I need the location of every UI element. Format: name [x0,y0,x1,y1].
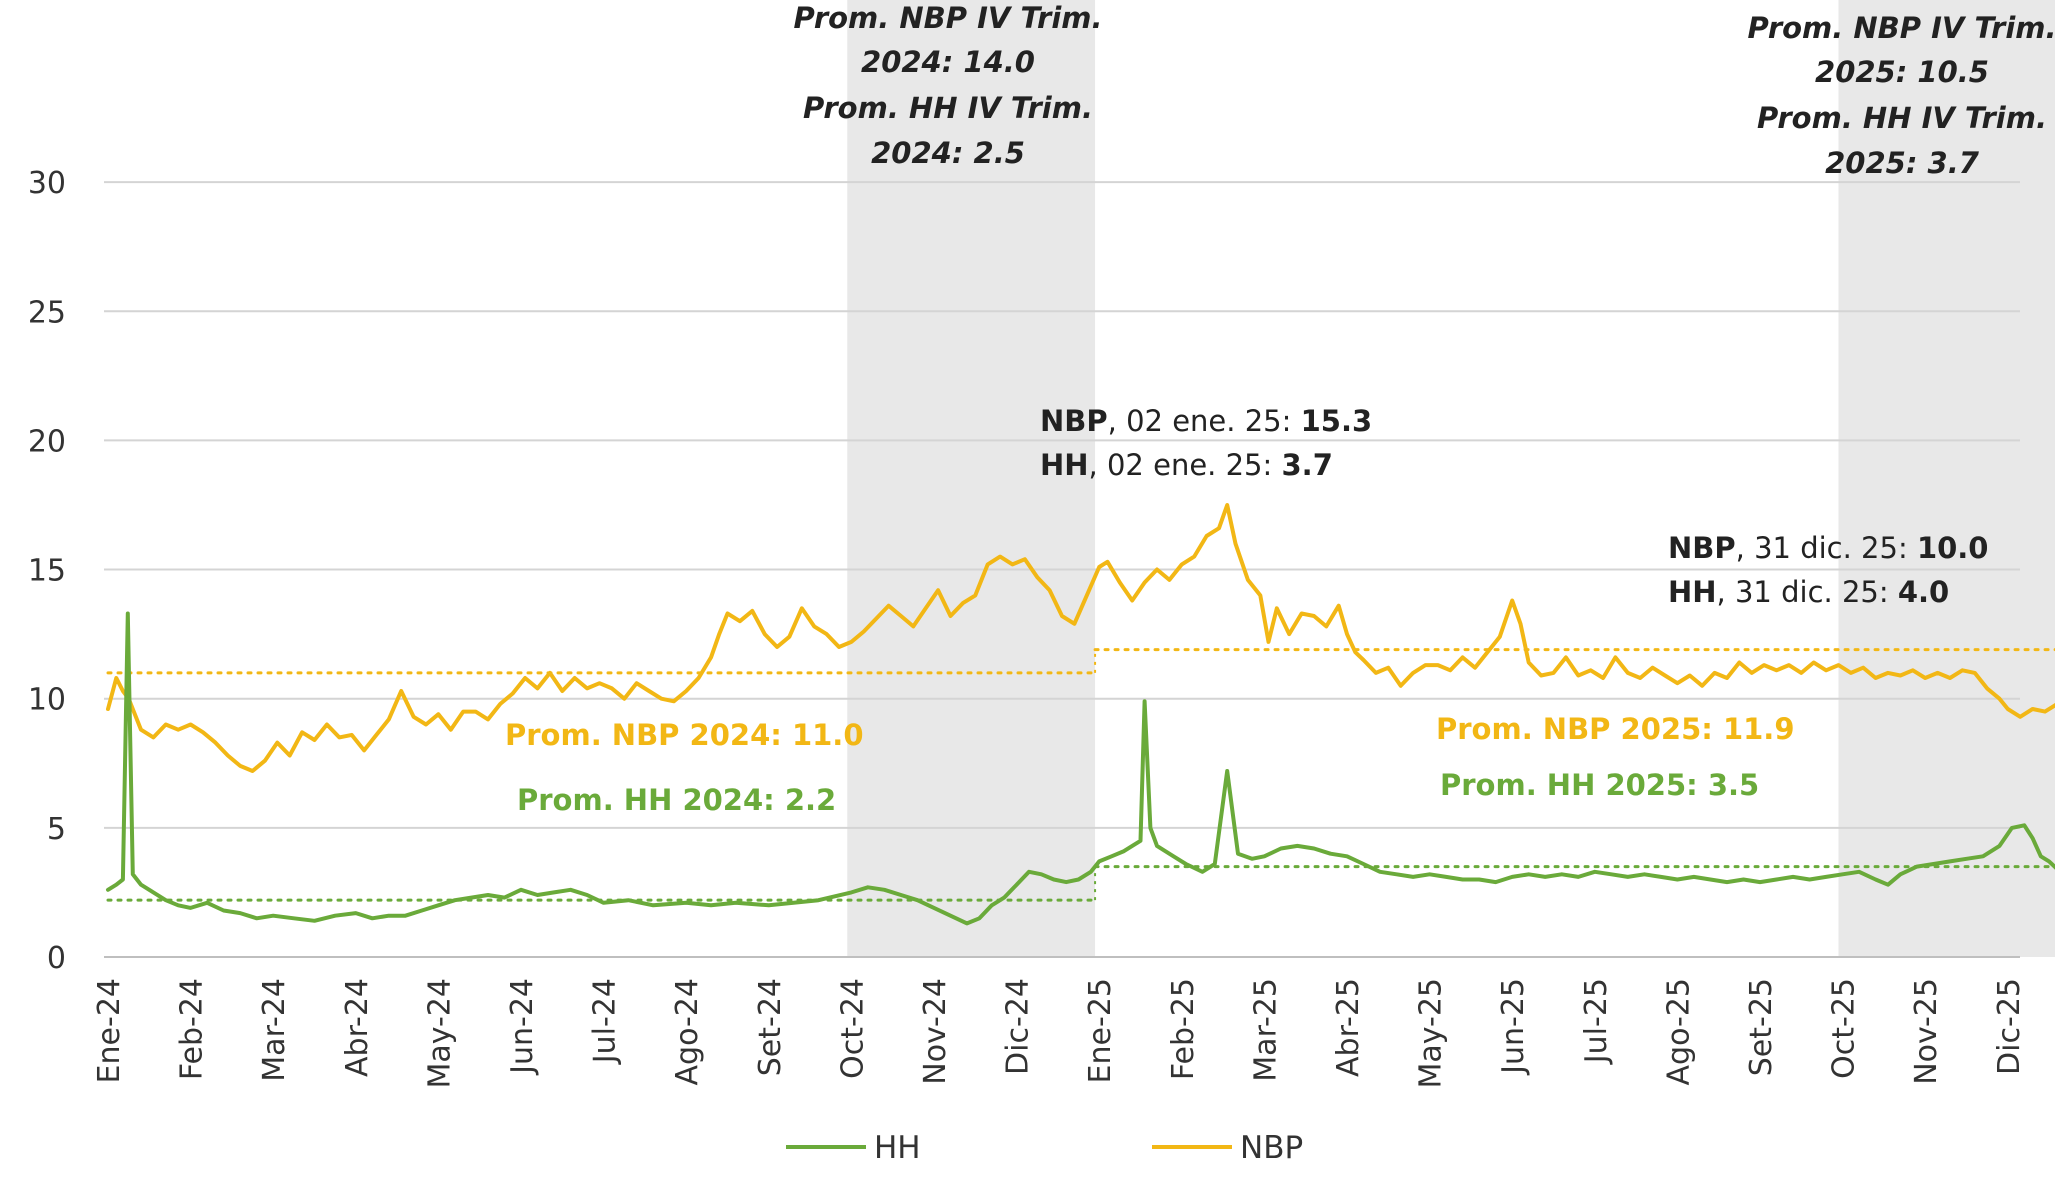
legend-nbp-label: NBP [1240,1130,1303,1166]
q4-2025-annotation: Prom. NBP IV Trim. 2025: 10.5 Prom. HH I… [1747,11,2055,180]
x-tick-label-Mar-24: Mar-24 [257,978,292,1082]
y-tick-label-20: 20 [28,424,66,459]
x-axis-ticks: Ene-24 Feb-24 Mar-24 Abr-24 May-24 Jun-24 Jul-… [92,978,2027,1089]
x-tick-label-Ago-24: Ago-24 [670,978,705,1085]
x-tick-label-Jul-24: Jul-24 [588,978,623,1065]
x-tick-label-Ene-24: Ene-24 [92,978,127,1083]
jan-nbp-label: NBP, 02 ene. 25: 15.3 [1040,404,1372,438]
dec-hh-label: HH, 31 dic. 25: 4.0 [1668,575,1949,609]
x-tick-label-Abr-25: Abr-25 [1331,978,1366,1077]
y-tick-label-25: 25 [28,295,66,330]
x-tick-label-Ago-25: Ago-25 [1661,978,1696,1085]
x-tick-label-Set-25: Set-25 [1744,978,1779,1076]
x-tick-label-Oct-25: Oct-25 [1827,978,1862,1079]
x-tick-label-Abr-24: Abr-24 [340,978,375,1077]
q4-2024-line-4: 2024: 2.5 [871,136,1025,170]
x-tick-label-Mar-25: Mar-25 [1248,978,1283,1082]
shaded-regions [847,0,2055,957]
x-tick-label-May-25: May-25 [1414,978,1449,1089]
x-tick-label-Feb-24: Feb-24 [175,978,210,1080]
shaded-region-1 [1838,0,2055,957]
x-tick-label-May-24: May-24 [422,978,457,1089]
jan-hh-label: HH, 02 ene. 25: 3.7 [1040,448,1333,482]
q4-2025-line-3: Prom. HH IV Trim. [1757,101,2047,135]
q4-2024-line-2: 2024: 14.0 [861,45,1035,79]
q4-2024-annotation: Prom. NBP IV Trim. 2024: 14.0 Prom. HH I… [793,1,1102,170]
y-tick-label-0: 0 [47,941,66,976]
y-tick-label-10: 10 [28,683,66,718]
legend-hh-label: HH [874,1130,921,1166]
avg-label-hh-2025: Prom. HH 2025: 3.5 [1440,768,1759,802]
y-axis-ticks: 0 5 10 15 20 25 30 [28,166,66,976]
avg-label-hh-2024: Prom. HH 2024: 2.2 [517,783,836,817]
legend: HH NBP [786,1130,1303,1166]
x-tick-label-Dic-25: Dic-25 [1992,978,2027,1075]
x-tick-label-Jun-24: Jun-24 [505,978,540,1076]
x-tick-label-Oct-24: Oct-24 [835,978,870,1079]
avg-label-nbp-2024: Prom. NBP 2024: 11.0 [505,718,864,752]
y-tick-label-30: 30 [28,166,66,201]
series-lines [106,503,2055,926]
x-tick-label-Nov-24: Nov-24 [918,978,953,1085]
q4-2025-line-2: 2025: 10.5 [1815,55,1989,89]
x-tick-label-Dic-24: Dic-24 [1001,978,1036,1075]
shaded-region-0 [847,0,1096,957]
x-tick-label-Jun-25: Jun-25 [1496,978,1531,1076]
x-tick-label-Set-24: Set-24 [753,978,788,1076]
x-tick-label-Ene-25: Ene-25 [1083,978,1118,1083]
gridlines [104,181,2020,958]
x-tick-label-Feb-25: Feb-25 [1166,978,1201,1080]
x-tick-label-Nov-25: Nov-25 [1909,978,1944,1085]
q4-2025-line-1: Prom. NBP IV Trim. [1747,11,2055,45]
y-tick-label-5: 5 [47,812,66,847]
q4-2024-line-1: Prom. NBP IV Trim. [793,1,1102,35]
jan-2025-point-annotation: NBP, 02 ene. 25: 15.3 HH, 02 ene. 25: 3.… [1040,404,1372,482]
y-tick-label-15: 15 [28,554,66,589]
series-line-nbp [106,503,2055,773]
dec-2025-point-annotation: NBP, 31 dic. 25: 10.0 HH, 31 dic. 25: 4.… [1668,531,1989,609]
series-line-hh [106,611,2055,926]
q4-2025-line-4: 2025: 3.7 [1825,146,1980,180]
dec-nbp-label: NBP, 31 dic. 25: 10.0 [1668,531,1989,565]
avg-label-nbp-2025: Prom. NBP 2025: 11.9 [1436,712,1795,746]
q4-2024-line-3: Prom. HH IV Trim. [803,91,1093,125]
x-tick-label-Jul-25: Jul-25 [1579,978,1614,1065]
